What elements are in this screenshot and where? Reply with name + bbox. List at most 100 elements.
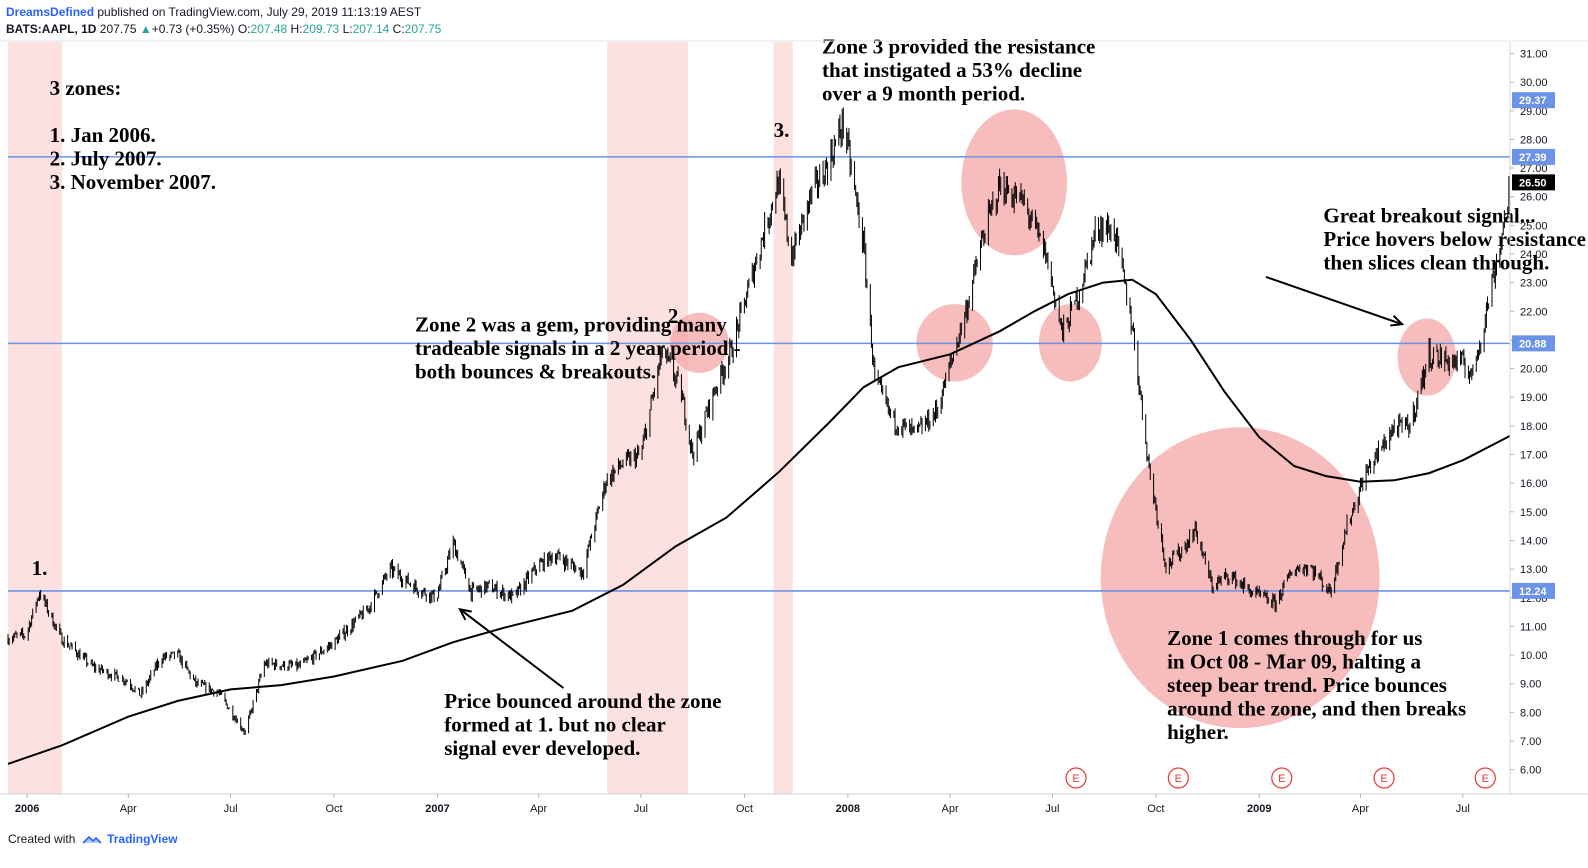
price-tick-label: 9.00 <box>1520 679 1541 691</box>
time-tick-label: Jul <box>224 803 238 815</box>
moving-average <box>7 278 1511 765</box>
price-tick-label: 14.00 <box>1520 535 1548 547</box>
annotation-line: 3. November 2007. <box>50 170 216 194</box>
zone-marker-label: 3. <box>774 118 790 142</box>
annotation-line: Price bounced around the zone <box>444 689 721 713</box>
footer: Created with TradingView <box>8 832 178 846</box>
earnings-label: E <box>1482 773 1489 785</box>
earnings-icon <box>1271 767 1293 789</box>
ohlc-line: BATS:AAPL, 1D 207.75 ▲+0.73 (+0.35%) O:2… <box>6 21 441 38</box>
annotation-arrows <box>458 275 1405 689</box>
candlesticks <box>7 107 1511 735</box>
time-tick-label: Oct <box>1147 803 1164 815</box>
annotation-line: around the zone, and then breaks <box>1167 697 1466 721</box>
zone-band <box>8 42 62 794</box>
zone-circle <box>961 109 1068 256</box>
arrow-head <box>458 607 472 621</box>
zone-circles <box>670 109 1457 729</box>
time-tick-label: Apr <box>942 803 959 815</box>
price-tick-label: 26.00 <box>1520 192 1548 204</box>
price-tick-label: 20.00 <box>1520 364 1548 376</box>
zone-marker-label: 1. <box>32 556 48 580</box>
price-tick-label: 18.00 <box>1520 421 1548 433</box>
earnings-label: E <box>1278 773 1285 785</box>
price-tick-label: 24.00 <box>1520 249 1548 261</box>
arrow-shaft <box>459 608 564 689</box>
open-label: O: <box>237 22 251 36</box>
chart-frame <box>0 40 1588 795</box>
publish-info: published on TradingView.com, July 29, 2… <box>97 5 422 19</box>
time-tick-label: 2006 <box>15 803 39 815</box>
time-tick-label: Jul <box>634 803 648 815</box>
time-tick-label: Apr <box>1352 803 1369 815</box>
arrow-head <box>1390 314 1405 327</box>
level-price-tag-label: 29.37 <box>1519 95 1547 107</box>
price-tick-label: 17.00 <box>1520 450 1548 462</box>
earnings-label: E <box>1072 773 1079 785</box>
annotation-text: Great breakout signal... Price hovers bel… <box>1323 203 1586 274</box>
annotation-line: Zone 1 comes through for us <box>1167 626 1422 650</box>
publish-line: DreamsDefined published on TradingView.c… <box>6 4 441 21</box>
price-tick-label: 16.00 <box>1520 478 1548 490</box>
annotation-text: Zone 1 comes through for us in Oct 08 - M… <box>1167 626 1466 744</box>
annotation-line: 1. Jan 2006. <box>50 123 156 147</box>
price-tick-label: 23.00 <box>1520 278 1548 290</box>
time-tick-label: Oct <box>325 803 342 815</box>
up-arrow-icon: ▲ <box>139 22 152 36</box>
earnings-icon <box>1373 767 1395 789</box>
chart-header: DreamsDefined published on TradingView.c… <box>6 4 441 38</box>
annotation-line: steep bear trend. Price bounces <box>1167 673 1447 697</box>
annotation-line: Zone 2 was a gem, providing many <box>415 312 727 336</box>
annotation-line: then slices clean through. <box>1323 250 1549 274</box>
last-price-tag-label: 26.50 <box>1519 177 1547 189</box>
author-link[interactable]: DreamsDefined <box>6 5 95 19</box>
price-tick-label: 6.00 <box>1520 765 1541 777</box>
low-label: L: <box>342 22 353 36</box>
level-price-tag <box>1512 582 1555 599</box>
price-tick-label: 31.00 <box>1520 48 1548 60</box>
tradingview-link[interactable]: TradingView <box>107 832 178 846</box>
annotation-line: Price hovers below resistance <box>1323 227 1586 251</box>
annotation-text: Zone 3 provided the resistance that insti… <box>822 34 1095 105</box>
annotation-line <box>50 99 55 123</box>
earnings-label: E <box>1380 773 1387 785</box>
zone-circle <box>1100 427 1380 729</box>
high-label: H: <box>290 22 303 36</box>
annotations: 3 zones: 1. Jan 2006. 2. July 2007. 3. Nov… <box>32 34 1586 760</box>
price-tick-label: 25.00 <box>1520 220 1548 232</box>
time-axis[interactable]: 2006 Apr Jul Oct 2007 Apr Jul Oct 2008 Apr Jul Oct 2… <box>15 794 1470 815</box>
annotation-line: higher. <box>1167 720 1229 744</box>
low-value: 207.14 <box>352 22 390 36</box>
level-price-tag-label: 12.24 <box>1519 586 1547 598</box>
annotation-line: signal ever developed. <box>444 736 640 760</box>
zone-band <box>607 42 689 794</box>
annotation-line: tradeable signals in a 2 year period - <box>415 336 741 360</box>
level-price-tag <box>1512 92 1555 109</box>
zone-circle <box>1397 318 1457 396</box>
price-axis[interactable]: 31.00 30.00 29.00 28.00 27.00 26.00 25.00 24.00… <box>1510 48 1555 777</box>
price-tick-label: 30.00 <box>1520 77 1548 89</box>
symbol-label[interactable]: BATS:AAPL, 1D <box>6 22 97 36</box>
moving-average-line <box>7 278 1511 765</box>
price-change: +0.73 (+0.35%) <box>151 22 235 36</box>
price-tick-label: 15.00 <box>1520 507 1548 519</box>
price-tick-label: 28.00 <box>1520 134 1548 146</box>
annotation-line: Zone 3 provided the resistance <box>822 34 1095 58</box>
open-value: 207.48 <box>250 22 288 36</box>
annotation-line: that instigated a 53% decline <box>822 58 1082 82</box>
price-tick-label: 19.00 <box>1520 392 1548 404</box>
created-with-label: Created with <box>8 832 76 846</box>
close-label: C: <box>392 22 405 36</box>
annotation-line: 3 zones: <box>50 76 122 100</box>
time-tick-label: Apr <box>530 803 547 815</box>
price-tick-label: 8.00 <box>1520 707 1541 719</box>
time-tick-label: 2008 <box>836 803 860 815</box>
level-price-tag-label: 27.39 <box>1519 152 1547 164</box>
high-value: 209.73 <box>302 22 340 36</box>
price-tick-label: 22.00 <box>1520 306 1548 318</box>
earnings-label: E <box>1175 773 1182 785</box>
time-tick-label: Apr <box>120 803 137 815</box>
price-tick-label: 11.00 <box>1520 621 1547 633</box>
